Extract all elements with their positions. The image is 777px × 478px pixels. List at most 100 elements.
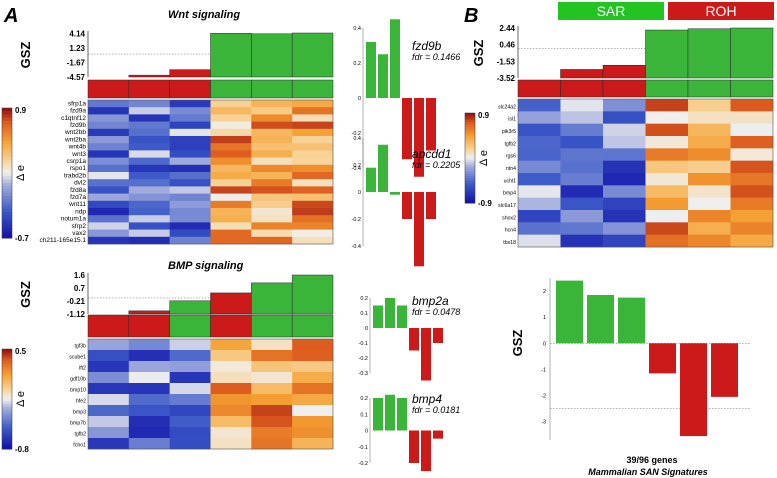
heatmap-cell [730,148,774,161]
heatmap-cell [169,222,211,230]
heatmap-cell [210,107,252,115]
gsz-bar [169,300,211,315]
gene-label: c1qtnf12 [61,115,86,122]
gene-label: slc24a2 [498,104,516,110]
gene-label: wnt11 [68,201,86,208]
gene-label: hcn4 [505,228,516,234]
gene-label: trabd2b [64,172,86,179]
gene-label: notum1a [61,216,87,223]
legend-swatch [2,354,12,357]
legend-swatch [465,151,475,154]
legend-swatch [465,196,475,199]
heatmap-cell [518,173,561,186]
gene-label: fzd7a [70,194,86,201]
heatmap-cell [603,222,646,235]
heatmap-cell [251,157,293,166]
gsz-tick-label: 0.46 [499,41,515,50]
legend-swatch [2,163,12,167]
gene-label: fcho1 [73,442,86,448]
heatmap-cell [128,136,170,144]
summary-bar [618,297,645,344]
heatmap-cell [128,114,170,122]
legend-swatch [2,349,12,352]
gene-bar [409,430,419,463]
gsz-bar [560,69,604,79]
heatmap-cell [210,394,252,406]
bar-tick-label: -0.2 [359,356,368,362]
heatmap-cell [88,229,130,238]
heatmap-cell [169,164,211,173]
gene-bar-title: fzd9b [412,39,442,53]
heatmap-cell [169,236,211,245]
heatmap-cell [730,99,774,112]
heatmap-cell [251,150,293,158]
heatmap-cell [88,236,130,245]
legend-swatch [2,140,12,145]
legend-swatch [2,166,12,171]
legend-swatch [465,180,475,184]
heatmap-cell [730,210,774,223]
gsz-bar [128,74,170,78]
group-strip-cell [128,314,170,338]
heatmap-cell [645,136,689,149]
gene-bar [402,98,412,160]
group-strip-cell [730,79,774,98]
heatmap-cell [251,164,293,173]
heatmap-cell [210,361,252,373]
heatmap-cell [251,383,293,395]
heatmap-cell [169,179,211,187]
heatmap-cell [128,208,170,216]
wnt-color-legend: 0.9 -0.7 Δ e [1,106,29,243]
legend-swatch [2,150,12,154]
heatmap-cell [292,427,334,439]
gene-bar [390,192,400,195]
heatmap-cell [128,179,170,187]
gene-bar [426,98,436,151]
panel-letter-b: B [464,5,478,27]
legend-min-label: -0.9 [478,199,492,208]
heatmap-cell [128,236,170,245]
gene-label: hfe2 [76,398,86,404]
heatmap-cell [603,173,646,186]
heatmap-cell [251,222,293,230]
gene-bar [378,144,388,192]
gsz-axis-label: GSZ [18,281,33,308]
gsz-bar [210,292,252,315]
heatmap-cell [251,438,293,450]
heatmap-cell [128,215,170,223]
bar-tick-label: -0.1 [359,341,368,347]
heatmap-cell [88,143,130,151]
legend-swatch [465,200,475,204]
gene-label: uchl1 [504,178,517,184]
heatmap-cell [518,136,561,149]
summary-caption-count: 39/96 genes [626,455,677,465]
summary-bar [680,343,707,437]
summary-tick-label: -2 [541,394,546,400]
heatmap-cell [169,157,211,166]
heatmap-border [87,338,334,450]
heatmap-cell [128,350,170,362]
gene-bar [385,298,395,328]
group-strip-cell [291,79,334,99]
heatmap-cell [603,99,646,112]
legend-swatch [465,113,475,116]
heatmap-cell [210,427,252,439]
group-strip-cell [87,314,130,338]
legend-swatch [465,124,475,127]
legend-swatch [465,144,475,148]
legend-max-label: 0.9 [15,106,27,115]
bar-tick-label: 0.2 [353,61,361,67]
heatmap-cell [128,150,170,158]
heatmap-cell [169,427,211,439]
gene-label: bmp3 [73,409,86,415]
legend-swatch [465,117,475,121]
heatmap-cell [645,160,689,174]
group-roh-label: ROH [705,3,736,19]
legend-swatch [2,401,12,405]
legend-swatch [2,124,12,128]
heatmap-cell [730,123,774,137]
bar-tick-label: 0.1 [360,412,368,418]
heatmap-cell [688,185,731,198]
gsz-bar [687,28,731,79]
legend-swatch [2,221,12,226]
